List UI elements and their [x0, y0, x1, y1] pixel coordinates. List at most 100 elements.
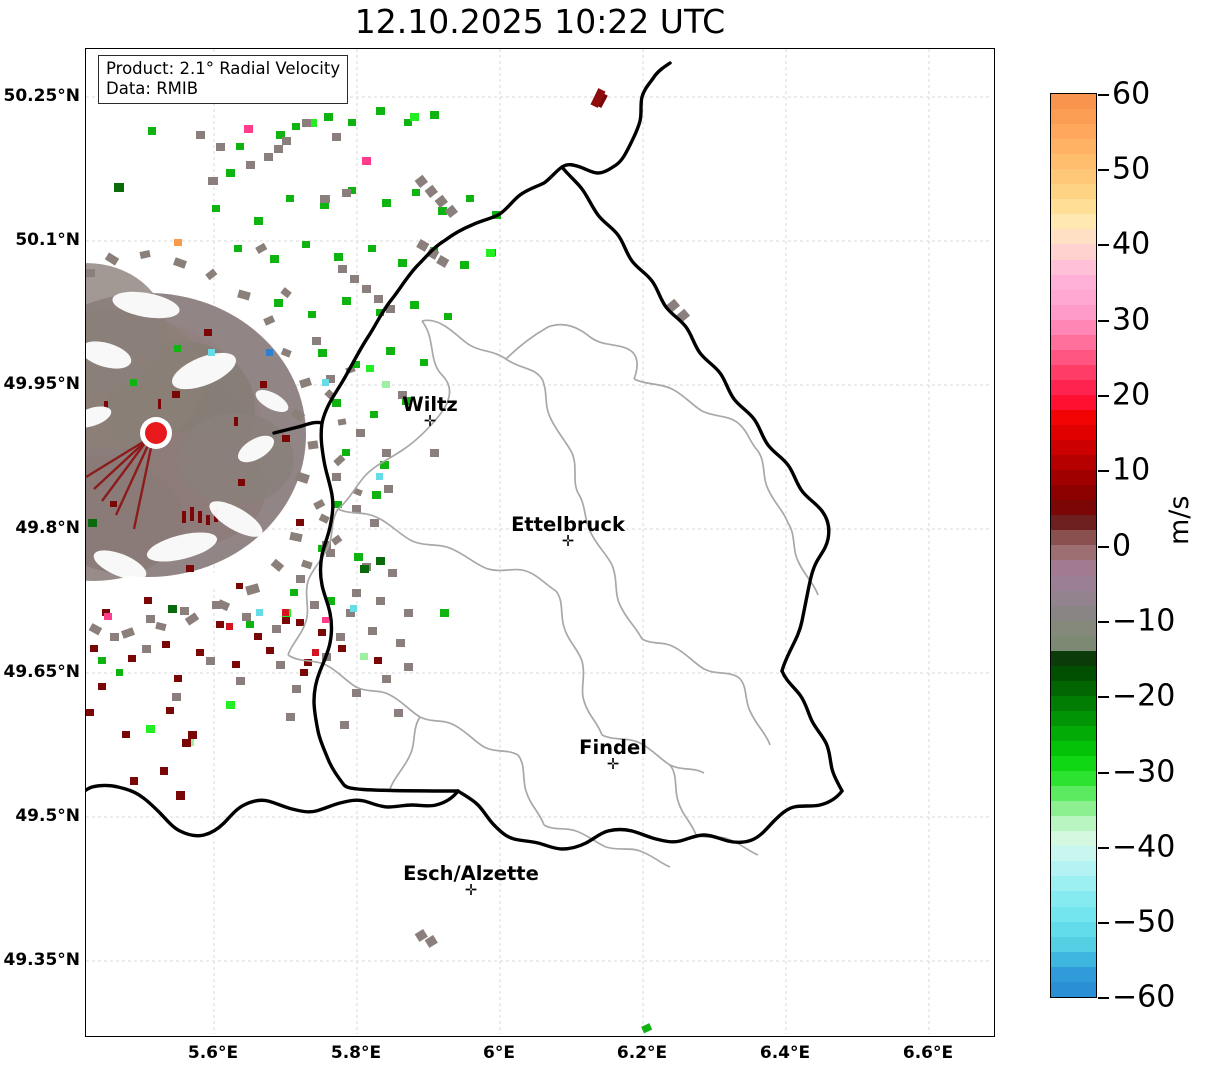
info-box: Product: 2.1° Radial Velocity Data: RMIB — [98, 55, 349, 105]
map-plot-area[interactable]: Product: 2.1° Radial Velocity Data: RMIB… — [85, 48, 995, 1037]
city-label-findel: Findel ✛ — [579, 736, 647, 773]
colorbar-label: −20 — [1112, 678, 1176, 714]
colorbar-tick — [1098, 621, 1109, 623]
colorbar-band — [1051, 710, 1096, 726]
colorbar-band — [1051, 846, 1096, 862]
colorbar-label: −50 — [1112, 904, 1176, 940]
page-title: 12.10.2025 10:22 UTC — [354, 2, 726, 41]
colorbar-band — [1051, 319, 1096, 335]
x-tick-label: 6.4°E — [759, 1043, 811, 1063]
colorbar-band — [1051, 786, 1096, 802]
colorbar-band — [1051, 199, 1096, 215]
colorbar-band — [1051, 756, 1096, 772]
echo-orange-outlier — [174, 239, 182, 246]
echo-pink-scatter — [104, 125, 371, 623]
colorbar-band — [1051, 906, 1096, 922]
colorbar-band — [1051, 259, 1096, 275]
colorbar-tick — [1098, 546, 1109, 548]
colorbar-label: −60 — [1112, 979, 1176, 1015]
colorbar-band — [1051, 169, 1096, 185]
colorbar-band — [1051, 620, 1096, 636]
colorbar-tick — [1098, 320, 1109, 322]
y-tick-label: 49.8°N — [15, 518, 80, 538]
city-label-wiltz: Wiltz ✛ — [402, 393, 458, 430]
echo-cyan-scatter — [208, 349, 383, 616]
colorbar-band — [1051, 515, 1096, 531]
colorbar-band — [1051, 470, 1096, 486]
echo-gaps — [86, 291, 289, 589]
colorbar-band — [1051, 485, 1096, 501]
echo-darkgreen-scatter — [88, 183, 385, 613]
echo-border-marker — [590, 88, 606, 108]
info-data: Data: RMIB — [106, 79, 199, 99]
canton-boundaries — [287, 319, 819, 868]
y-tick-label: 49.35°N — [3, 950, 81, 970]
colorbar-band — [1051, 680, 1096, 696]
radar-site-marker — [140, 417, 172, 449]
colorbar-band — [1051, 951, 1096, 967]
x-tick-label: 6.2°E — [616, 1043, 668, 1063]
colorbar-band — [1051, 139, 1096, 155]
y-tick-label: 50.1°N — [15, 230, 80, 250]
colorbar-band — [1051, 575, 1096, 591]
colorbar-band — [1051, 154, 1096, 170]
colorbar-tick — [1098, 169, 1109, 171]
city-marker-icon: ✛ — [464, 881, 478, 899]
colorbar-band — [1051, 455, 1096, 471]
colorbar-band — [1051, 394, 1096, 410]
colorbar-band — [1051, 229, 1096, 245]
colorbar-band — [1051, 379, 1096, 395]
national-borders — [86, 61, 844, 851]
y-tick-label: 49.5°N — [15, 806, 80, 826]
x-tick-label: 6.6°E — [902, 1043, 954, 1063]
city-name: Findel — [579, 736, 647, 759]
echo-red-scatter — [226, 609, 319, 656]
city-name: Wiltz — [402, 393, 458, 416]
colorbar-tick — [1098, 395, 1109, 397]
echo-green-scatter — [98, 107, 653, 1034]
city-name: Esch/Alzette — [403, 862, 539, 885]
colorbar-tick — [1098, 244, 1109, 246]
colorbar-band — [1051, 425, 1096, 441]
colorbar-band — [1051, 861, 1096, 877]
colorbar-band — [1051, 184, 1096, 200]
city-marker-icon: ✛ — [606, 755, 620, 773]
echo-blue-outlier — [266, 349, 273, 356]
city-marker-icon: ✛ — [423, 412, 437, 430]
colorbar-label: 0 — [1112, 528, 1132, 564]
colorbar-band — [1051, 801, 1096, 817]
colorbar-tick — [1098, 696, 1109, 698]
colorbar-band — [1051, 831, 1096, 847]
colorbar-band — [1051, 590, 1096, 606]
colorbar-label: −10 — [1112, 603, 1176, 639]
echo-darkred-scatter — [86, 92, 608, 800]
colorbar-band — [1051, 349, 1096, 365]
colorbar-band — [1051, 741, 1096, 757]
colorbar-band — [1051, 981, 1096, 997]
colorbar-band — [1051, 440, 1096, 456]
city-name: Ettelbruck — [511, 513, 625, 536]
colorbar-band — [1051, 725, 1096, 742]
colorbar-label: 50 — [1112, 151, 1151, 187]
colorbar-band — [1051, 94, 1096, 110]
colorbar-band — [1051, 334, 1096, 350]
colorbar-band — [1051, 109, 1096, 125]
colorbar-band — [1051, 695, 1096, 711]
city-label-esch-alzette: Esch/Alzette ✛ — [403, 862, 539, 899]
colorbar-tick — [1098, 470, 1109, 472]
y-tick-label: 49.95°N — [3, 374, 81, 394]
colorbar-band — [1051, 124, 1096, 140]
colorbar-band — [1051, 936, 1096, 952]
map-svg — [86, 49, 992, 1034]
colorbar-band — [1051, 530, 1096, 546]
colorbar-band — [1051, 409, 1096, 426]
colorbar-band — [1051, 289, 1096, 305]
city-label-ettelbruck: Ettelbruck ✛ — [511, 513, 625, 549]
colorbar-tick — [1098, 847, 1109, 849]
y-tick-label: 50.25°N — [3, 86, 81, 106]
x-tick-label: 5.6°E — [187, 1043, 239, 1063]
colorbar-label: −40 — [1112, 829, 1176, 865]
colorbar-label: 10 — [1112, 452, 1151, 488]
colorbar-band — [1051, 274, 1096, 290]
radar-echo-field — [86, 92, 691, 1034]
